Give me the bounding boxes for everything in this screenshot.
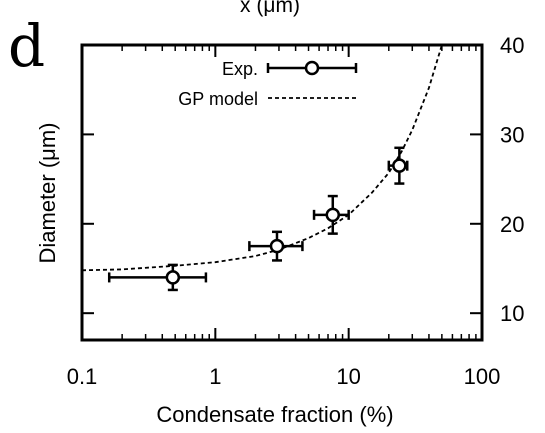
plot-frame	[80, 43, 484, 342]
y-tick-label: 20	[500, 212, 524, 237]
x-axis-label: Condensate fraction (%)	[156, 402, 393, 427]
data-point	[387, 146, 409, 185]
x-tick-label: 1	[209, 364, 221, 389]
legend-marker-exp	[304, 60, 320, 76]
x-tick-label: 0.1	[67, 364, 98, 389]
panel-label: d	[8, 12, 45, 80]
x-tick-label: 10	[336, 364, 360, 389]
y-tick-label: 40	[500, 33, 524, 58]
data-point	[312, 194, 350, 235]
point-marker	[269, 238, 285, 254]
x-tick-label: 100	[464, 364, 501, 389]
legend: Exp. GP model	[178, 59, 358, 109]
series-layer	[82, 45, 443, 292]
point-marker	[165, 270, 181, 285]
y-tick-label: 30	[500, 122, 524, 147]
legend-label-model: GP model	[178, 89, 258, 109]
model-curve	[82, 45, 443, 272]
point-marker	[392, 158, 407, 173]
y-tick-label: 10	[500, 301, 524, 326]
data-point	[107, 263, 208, 292]
top-cut-label: x (μm)	[240, 0, 300, 17]
axis-ticks: 0.1 1 10 100 10 20 30 40	[67, 33, 525, 389]
legend-label-exp: Exp.	[222, 59, 258, 79]
data-point	[248, 230, 304, 262]
point-marker	[325, 207, 341, 223]
y-axis-label: Diameter (μm)	[35, 122, 60, 263]
